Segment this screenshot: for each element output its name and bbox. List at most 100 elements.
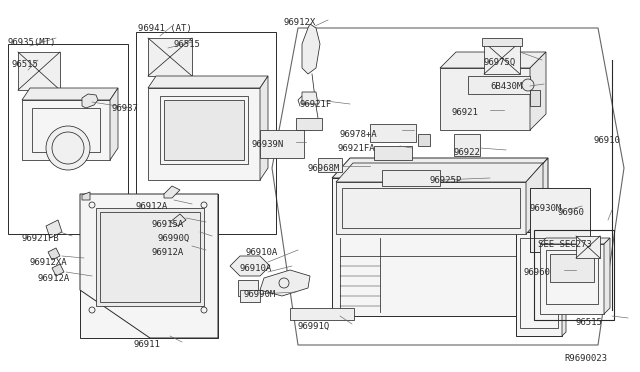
Polygon shape [296, 118, 322, 130]
Polygon shape [332, 158, 548, 178]
Polygon shape [336, 182, 526, 234]
Bar [482, 38, 522, 46]
Text: 96975Q: 96975Q [484, 58, 516, 67]
Polygon shape [530, 52, 546, 130]
Polygon shape [440, 52, 546, 68]
Text: 96941 (AT): 96941 (AT) [138, 24, 192, 33]
Polygon shape [604, 238, 610, 314]
Text: 96921FA: 96921FA [338, 144, 376, 153]
Polygon shape [22, 88, 118, 100]
Bar [342, 188, 520, 228]
Polygon shape [468, 76, 530, 94]
Polygon shape [440, 68, 530, 130]
Text: 96921FB: 96921FB [22, 234, 60, 243]
Polygon shape [418, 134, 430, 146]
Polygon shape [82, 94, 98, 108]
Text: 96925P: 96925P [430, 176, 462, 185]
Bar [8, 44, 128, 234]
Bar [32, 108, 100, 152]
Text: 96968M: 96968M [308, 164, 340, 173]
Polygon shape [148, 88, 260, 180]
Text: 96912X: 96912X [284, 18, 316, 27]
Text: 96990M: 96990M [244, 290, 276, 299]
Polygon shape [230, 256, 270, 276]
Polygon shape [530, 158, 548, 316]
Bar [534, 230, 614, 320]
Polygon shape [530, 90, 540, 106]
Polygon shape [374, 146, 412, 160]
Text: 96978+A: 96978+A [340, 130, 378, 139]
Polygon shape [110, 88, 118, 160]
Polygon shape [80, 194, 218, 338]
Text: 96960: 96960 [558, 208, 585, 217]
Text: 96910: 96910 [594, 136, 621, 145]
Polygon shape [80, 194, 218, 338]
Polygon shape [382, 170, 440, 186]
Polygon shape [302, 92, 318, 104]
Text: 96937: 96937 [112, 104, 139, 113]
Text: 96910A: 96910A [246, 248, 278, 257]
Polygon shape [148, 76, 268, 88]
Bar [484, 42, 520, 74]
Bar [520, 238, 558, 328]
Bar [96, 208, 204, 306]
Bar [576, 236, 600, 258]
Polygon shape [48, 248, 60, 260]
Bar [550, 254, 594, 282]
Bar [18, 52, 60, 90]
Polygon shape [82, 192, 90, 200]
Text: 96960: 96960 [524, 268, 551, 277]
Bar [100, 212, 200, 302]
Text: 96515: 96515 [12, 60, 39, 69]
Text: 96910A: 96910A [240, 264, 272, 273]
Polygon shape [302, 24, 320, 74]
Polygon shape [170, 214, 186, 226]
Text: 96939N: 96939N [252, 140, 284, 149]
Polygon shape [370, 124, 416, 142]
Polygon shape [318, 158, 342, 172]
Text: 96912A: 96912A [152, 248, 184, 257]
Text: 96935(MT): 96935(MT) [8, 38, 56, 47]
Polygon shape [240, 290, 260, 302]
Bar [164, 100, 244, 160]
Polygon shape [454, 134, 480, 156]
Polygon shape [52, 264, 64, 276]
Circle shape [46, 126, 90, 170]
Circle shape [522, 79, 534, 91]
Text: R9690023: R9690023 [564, 354, 607, 363]
Text: SEE SEC273: SEE SEC273 [538, 240, 592, 249]
Text: 96930M: 96930M [530, 204, 563, 213]
Bar [546, 250, 598, 304]
Polygon shape [336, 163, 543, 182]
Text: 96921F: 96921F [300, 100, 332, 109]
Polygon shape [540, 244, 604, 314]
Text: 96912A: 96912A [136, 202, 168, 211]
Bar [260, 130, 304, 158]
Text: 96515: 96515 [174, 40, 201, 49]
Polygon shape [526, 163, 543, 234]
Text: 96912XA: 96912XA [30, 258, 68, 267]
Polygon shape [22, 100, 110, 160]
Polygon shape [332, 178, 530, 316]
Polygon shape [530, 188, 590, 252]
Polygon shape [260, 76, 268, 180]
Polygon shape [164, 186, 180, 198]
Bar [160, 96, 248, 164]
Text: 96921: 96921 [452, 108, 479, 117]
Text: 96990Q: 96990Q [158, 234, 190, 243]
Text: 96991Q: 96991Q [298, 322, 330, 331]
Polygon shape [540, 238, 610, 244]
Polygon shape [516, 232, 562, 336]
Polygon shape [260, 270, 310, 296]
Text: 96912A: 96912A [38, 274, 70, 283]
Bar [148, 38, 192, 76]
Text: 96915A: 96915A [152, 220, 184, 229]
Polygon shape [562, 228, 566, 336]
Text: 96922: 96922 [454, 148, 481, 157]
Bar [136, 32, 276, 234]
Text: 6B430M: 6B430M [490, 82, 522, 91]
Text: 96911: 96911 [134, 340, 161, 349]
Polygon shape [290, 308, 354, 320]
Polygon shape [46, 220, 62, 238]
Polygon shape [516, 228, 566, 232]
